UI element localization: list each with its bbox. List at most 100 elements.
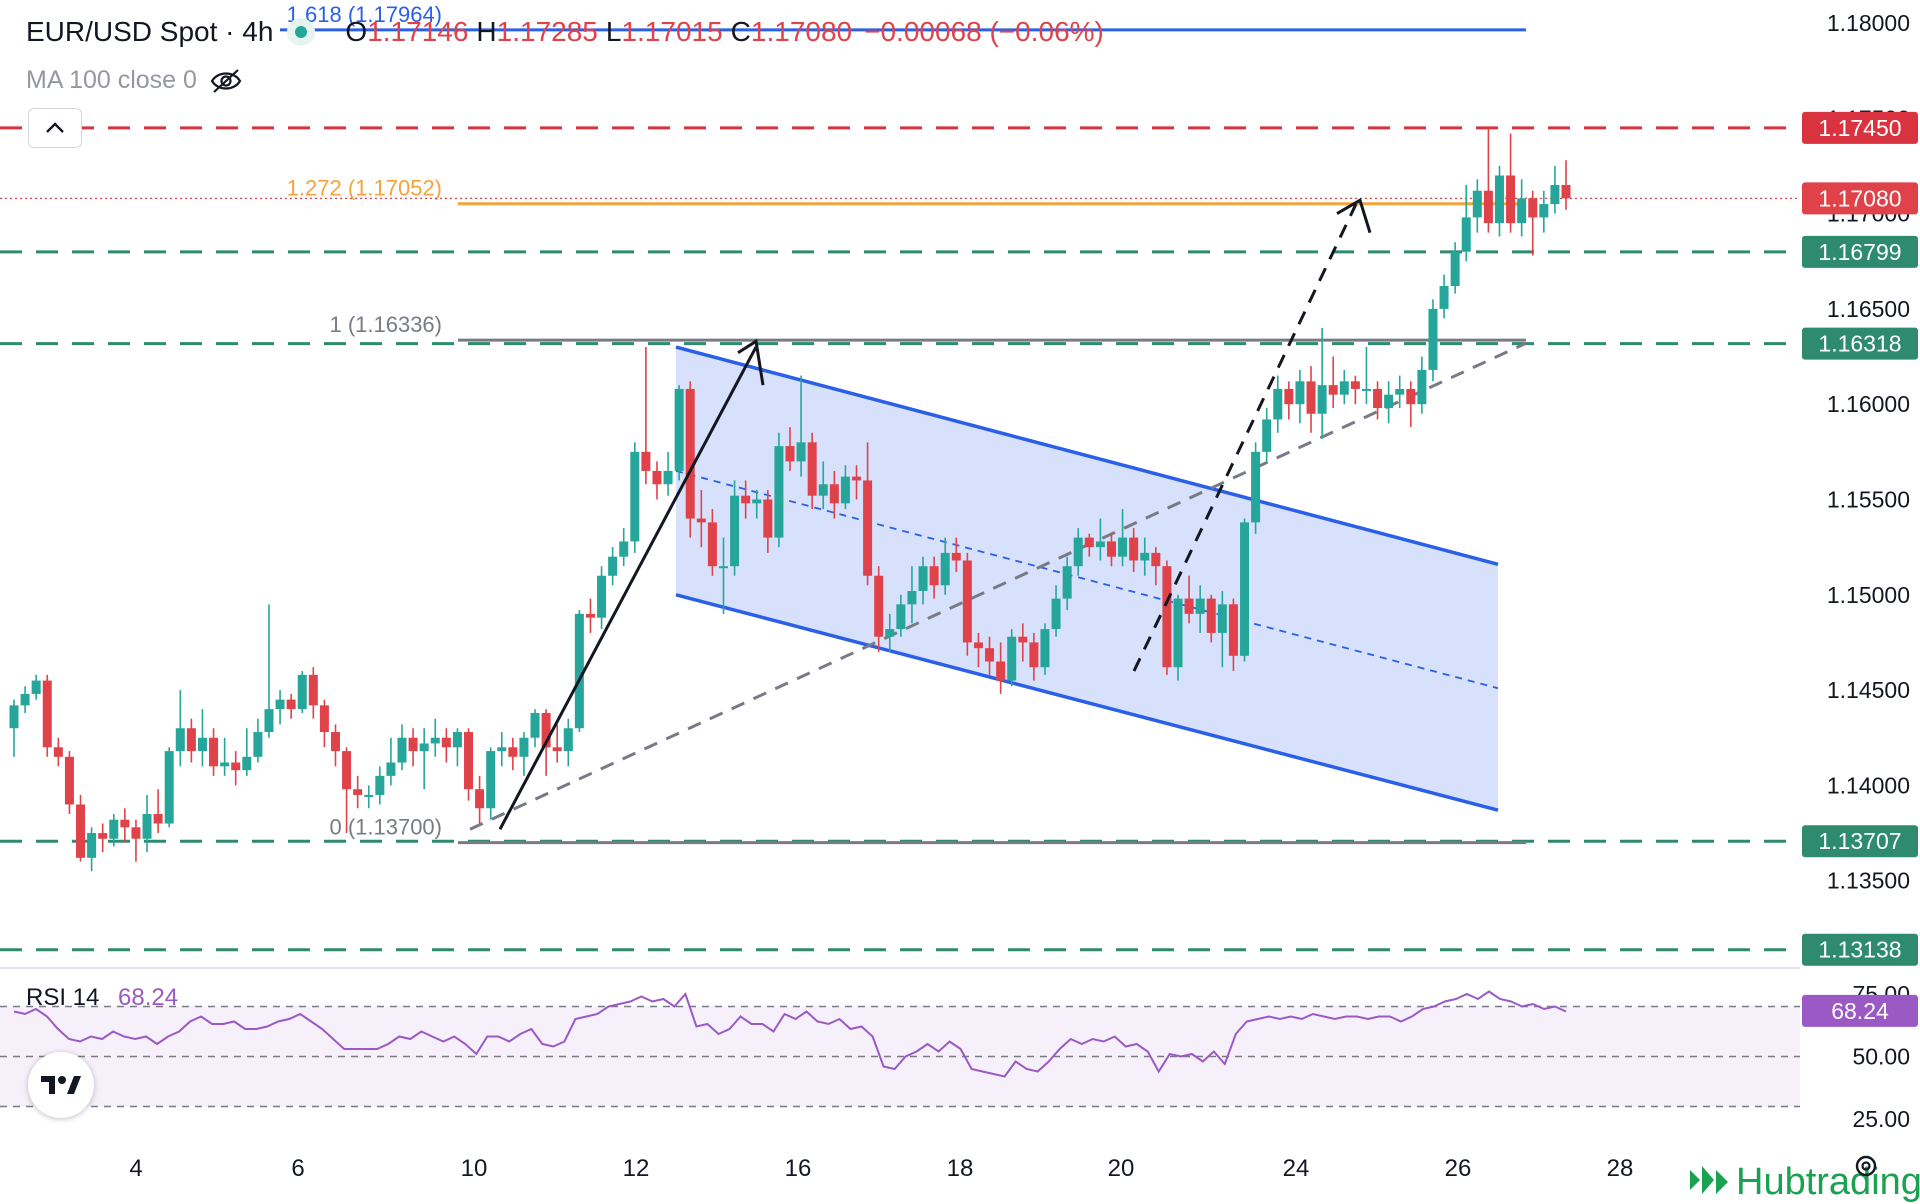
candle-body bbox=[1228, 604, 1238, 656]
candle-body bbox=[1561, 185, 1571, 199]
candle-body bbox=[563, 728, 573, 752]
candle-body bbox=[397, 737, 407, 763]
candle-body bbox=[464, 732, 474, 790]
eye-off-icon[interactable] bbox=[209, 68, 243, 94]
candle-body bbox=[186, 728, 196, 752]
candle-body bbox=[951, 552, 961, 561]
gear-icon[interactable] bbox=[1850, 1150, 1882, 1182]
candle-body bbox=[1395, 388, 1405, 395]
candle-body bbox=[76, 804, 86, 858]
candle-body bbox=[297, 674, 307, 710]
candle-body bbox=[142, 813, 152, 839]
candle-body bbox=[630, 451, 640, 542]
symbol-label[interactable]: EUR/USD Spot · 4h bbox=[26, 16, 274, 47]
level-price-badge-text: 1.17450 bbox=[1818, 115, 1901, 141]
candle-body bbox=[1328, 385, 1338, 395]
candle-body bbox=[286, 699, 296, 710]
candle-body bbox=[1417, 369, 1427, 405]
candle-body bbox=[940, 552, 950, 586]
candle-body bbox=[1450, 251, 1460, 287]
impulse-arrow-head bbox=[737, 338, 765, 386]
candle-body bbox=[1428, 308, 1438, 370]
candle-body bbox=[1007, 636, 1017, 681]
candle-body bbox=[1306, 381, 1316, 414]
candle-body bbox=[9, 705, 19, 729]
hubtrading-brand: Hubtrading bbox=[1686, 1160, 1920, 1204]
ma-label: MA 100 close 0 bbox=[26, 66, 197, 94]
fib-level-label: 1 (1.16336) bbox=[329, 312, 442, 337]
candle-body bbox=[1184, 598, 1194, 614]
channel-fill bbox=[676, 347, 1498, 811]
time-axis-tick: 24 bbox=[1283, 1155, 1310, 1182]
candle-body bbox=[1073, 537, 1083, 567]
rsi-axis-tick: 25.00 bbox=[1852, 1106, 1910, 1132]
candle-body bbox=[752, 499, 762, 504]
price-axis-tick: 1.16000 bbox=[1827, 391, 1910, 417]
candle-body bbox=[641, 451, 651, 471]
candle-body bbox=[1151, 552, 1161, 567]
level-price-badge-text: 1.13138 bbox=[1818, 937, 1901, 963]
change-value: −0.00068 (−0.06%) bbox=[864, 16, 1104, 47]
time-axis-tick: 16 bbox=[785, 1155, 812, 1182]
candle-body bbox=[1284, 388, 1294, 405]
candle-body bbox=[452, 732, 462, 748]
candle-body bbox=[1095, 541, 1105, 548]
candle-body bbox=[231, 762, 241, 771]
candle-body bbox=[1162, 566, 1172, 668]
candle-body bbox=[153, 813, 163, 824]
candle-body bbox=[386, 762, 396, 776]
market-status-icon bbox=[287, 18, 316, 46]
candle-body bbox=[896, 604, 906, 630]
candle-body bbox=[275, 699, 285, 710]
candle-body bbox=[53, 747, 63, 757]
candle-body bbox=[109, 819, 119, 839]
candle-body bbox=[1062, 566, 1072, 599]
candle-body bbox=[574, 613, 584, 729]
last-price-badge bbox=[1802, 182, 1918, 215]
candle-body bbox=[508, 747, 518, 757]
candle-body bbox=[1361, 388, 1371, 391]
candle-body bbox=[87, 833, 97, 858]
rsi-last-badge bbox=[1802, 994, 1918, 1027]
candle-body bbox=[98, 833, 108, 839]
candle-body bbox=[319, 705, 329, 733]
impulse-arrow-line bbox=[498, 346, 758, 830]
tradingview-logo[interactable] bbox=[28, 1052, 94, 1118]
level-price-badge bbox=[1802, 327, 1918, 360]
candle-body bbox=[1506, 175, 1516, 224]
high-value: 1.17285 bbox=[496, 16, 598, 47]
candle-body bbox=[120, 819, 130, 828]
candle-body bbox=[1129, 537, 1139, 561]
price-axis-tick: 1.14500 bbox=[1827, 677, 1910, 703]
ma-indicator-legend[interactable]: MA 100 close 0 bbox=[26, 66, 243, 95]
rsi-title: RSI 14 bbox=[26, 984, 99, 1011]
candle-body bbox=[785, 446, 795, 462]
price-axis-tick: 1.15000 bbox=[1827, 582, 1910, 608]
high-key: H bbox=[476, 16, 497, 47]
candle-body bbox=[1118, 537, 1128, 557]
level-price-badge bbox=[1802, 111, 1918, 144]
candle-body bbox=[342, 751, 352, 790]
projection-arrow-head bbox=[1336, 198, 1372, 234]
candle-body bbox=[1084, 537, 1094, 548]
candle-body bbox=[796, 442, 806, 462]
candle-body bbox=[1494, 175, 1504, 224]
open-value: 1.17146 bbox=[367, 16, 469, 47]
candle-body bbox=[220, 762, 230, 767]
candle-body bbox=[419, 743, 429, 752]
candle-body bbox=[874, 575, 884, 637]
candle-body bbox=[807, 442, 817, 496]
candle-body bbox=[1029, 642, 1039, 668]
candle-body bbox=[42, 680, 52, 748]
candle-body bbox=[1539, 204, 1549, 218]
candle-body bbox=[31, 680, 41, 694]
candle-body bbox=[20, 693, 30, 706]
hubtrading-logo-icon bbox=[1690, 1166, 1728, 1194]
candle-body bbox=[497, 747, 507, 752]
collapse-legend-button[interactable] bbox=[28, 108, 82, 148]
candle-body bbox=[308, 674, 318, 706]
candle-body bbox=[918, 566, 928, 591]
candle-body bbox=[929, 566, 939, 586]
candle-body bbox=[1317, 385, 1327, 414]
